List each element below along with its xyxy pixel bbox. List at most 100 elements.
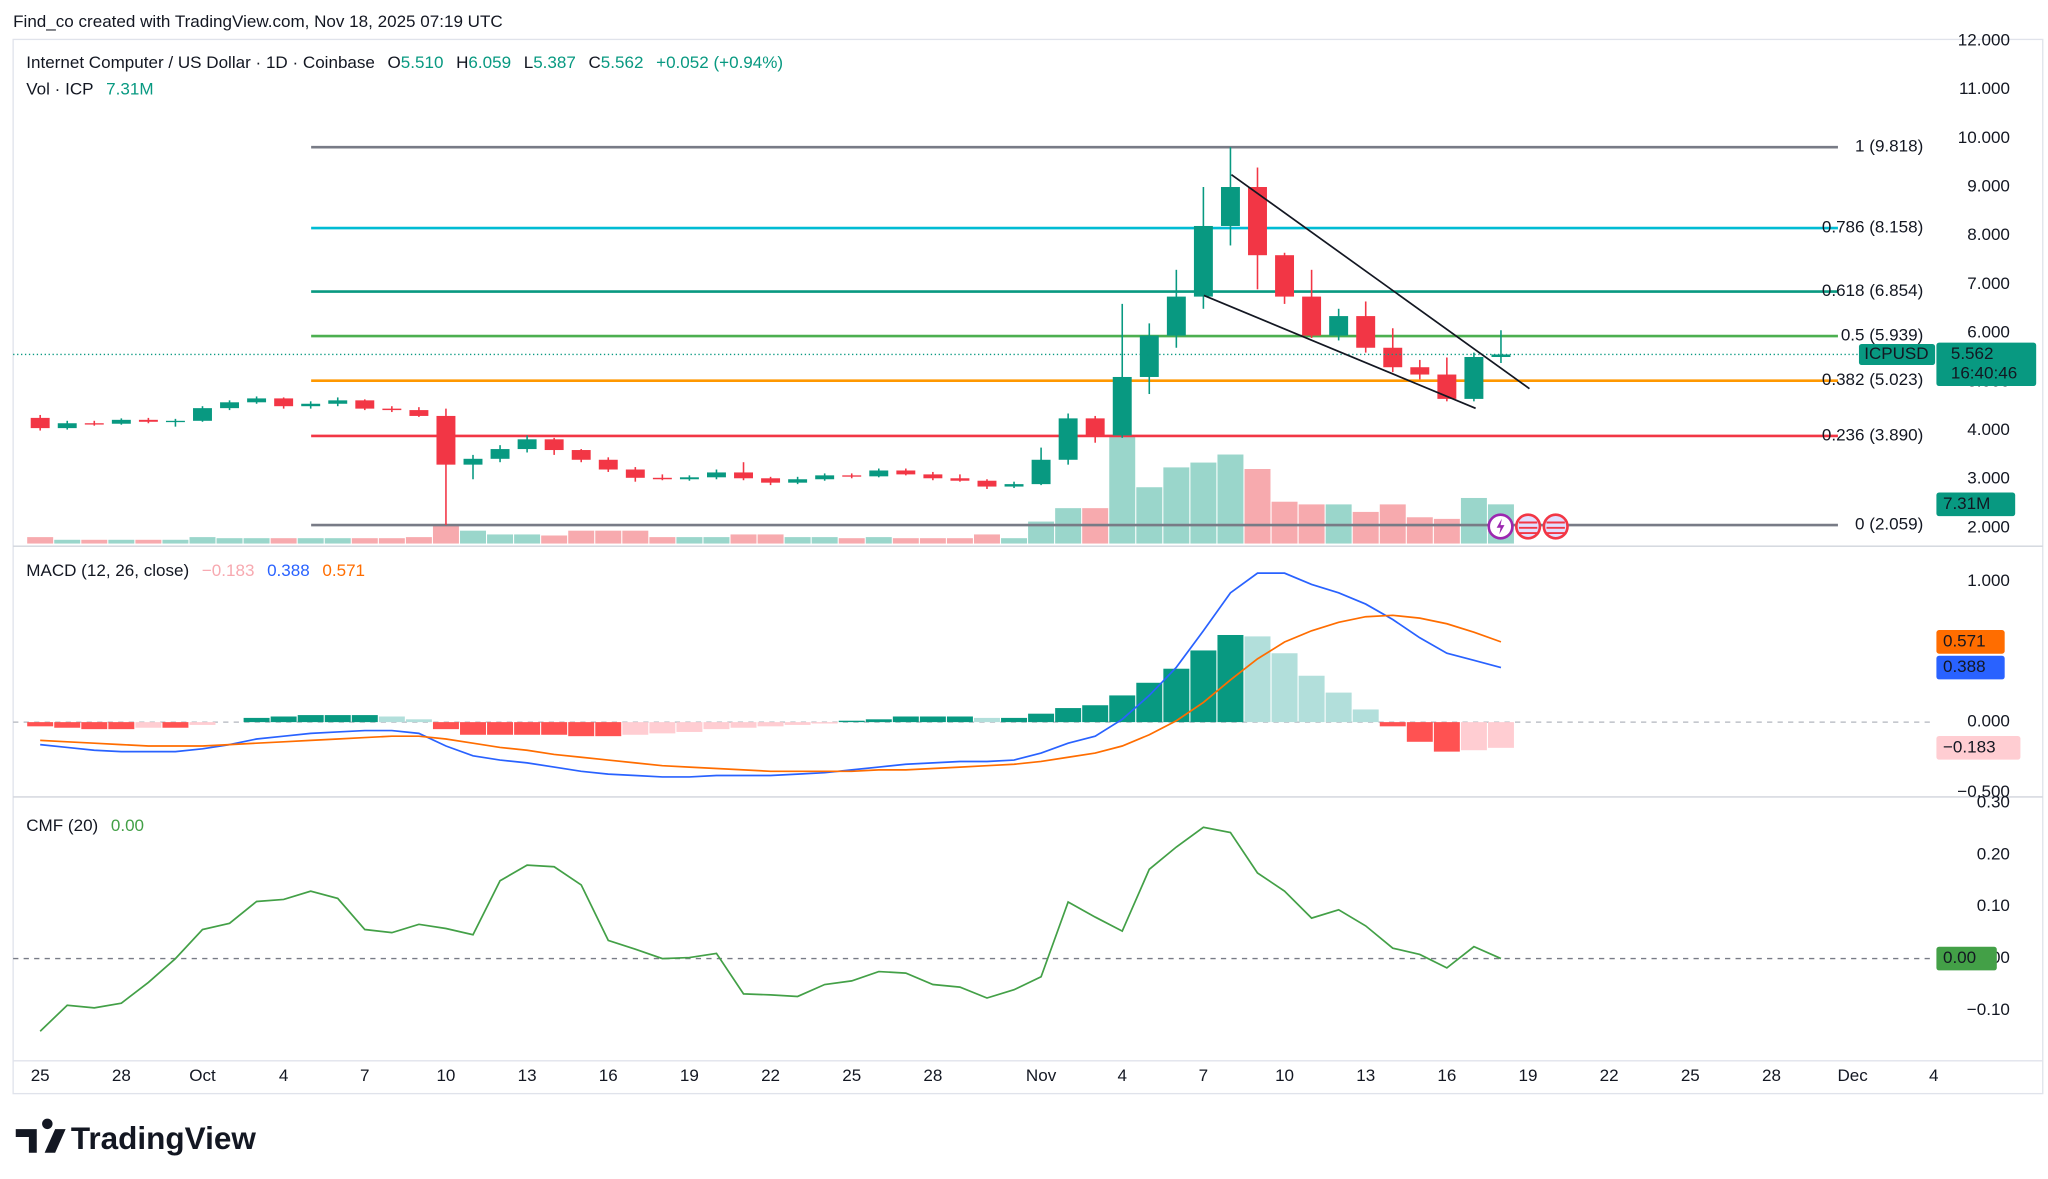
y-tick-label: 0.30 xyxy=(1977,792,2010,811)
macd-histogram-bar xyxy=(378,716,405,723)
macd-value: 0.388 xyxy=(267,561,310,580)
candle-body xyxy=(544,439,564,451)
candle-body xyxy=(1139,335,1159,377)
volume-bar xyxy=(162,539,189,544)
volume-bar xyxy=(676,537,703,544)
candle-body xyxy=(30,417,50,429)
y-tick-label: 10.000 xyxy=(1958,128,2010,147)
volume-bar xyxy=(568,530,595,544)
macd-histogram-bar xyxy=(460,722,486,735)
candle-body xyxy=(815,475,835,480)
candle-body xyxy=(679,477,699,480)
candle-body xyxy=(1248,187,1267,256)
macd-histogram-bar xyxy=(1271,653,1298,723)
candle-body xyxy=(1356,316,1376,348)
volume-bar xyxy=(757,534,784,544)
candle-body xyxy=(193,408,212,421)
x-tick-label: 25 xyxy=(842,1066,861,1085)
x-tick-label: 13 xyxy=(1356,1066,1375,1085)
macd-histogram-bar xyxy=(919,716,946,723)
macd-histogram-bar xyxy=(811,722,838,724)
volume-bar xyxy=(460,530,486,544)
volume-bar xyxy=(811,537,838,544)
candle-body xyxy=(652,477,672,480)
event-icon xyxy=(1514,513,1542,540)
y-tick-label: 12.000 xyxy=(1958,30,2010,49)
macd-tag-label: 0.388 xyxy=(1943,657,1986,676)
candle-body xyxy=(1383,347,1403,368)
macd-histogram-bar xyxy=(838,720,865,723)
trendline xyxy=(1230,173,1530,390)
macd-histogram-bar xyxy=(973,717,1000,723)
event-icon-flag xyxy=(1518,521,1538,535)
fib-label: 0.618 (6.854) xyxy=(1822,281,1923,300)
candle-body xyxy=(1491,354,1511,358)
candle-body xyxy=(1437,374,1457,399)
attribution: Find_co created with TradingView.com, No… xyxy=(13,12,503,31)
candle-body xyxy=(1275,255,1295,297)
ohlc-key: H xyxy=(456,53,468,72)
macd-histogram-bar xyxy=(1244,636,1271,723)
volume-bar xyxy=(595,530,622,544)
signal-value: 0.571 xyxy=(322,561,365,580)
macd-histogram-bar xyxy=(1190,650,1217,723)
macd-histogram-bar xyxy=(270,716,297,723)
x-tick-label: 22 xyxy=(761,1066,780,1085)
macd-histogram-bar xyxy=(784,722,811,725)
volume-bar xyxy=(649,537,676,544)
macd-histogram-bar xyxy=(1487,722,1514,748)
candle-body xyxy=(1166,296,1186,336)
volume-value: 7.31M xyxy=(106,79,153,98)
fib-label: 1 (9.818) xyxy=(1855,137,1923,156)
candle-body xyxy=(1220,187,1240,226)
x-tick-label: 13 xyxy=(518,1066,537,1085)
price-tag xyxy=(1936,342,2037,386)
candle-body xyxy=(1112,376,1132,436)
macd-histogram-bar xyxy=(1379,722,1406,727)
fib-label: 0.786 (8.158) xyxy=(1822,218,1923,237)
candle-body xyxy=(409,410,429,416)
candle-body xyxy=(1031,459,1051,485)
macd-histogram-bar xyxy=(1352,709,1379,723)
ohlc-value: 5.387 xyxy=(533,53,576,72)
x-tick-label: 28 xyxy=(923,1066,942,1085)
y-tick-label: −0.10 xyxy=(1967,1000,2010,1019)
macd-histogram-bar xyxy=(541,722,568,735)
candle-body xyxy=(1004,484,1024,487)
macd-histogram-bar xyxy=(892,716,919,723)
x-tick-label: 10 xyxy=(1275,1066,1294,1085)
volume-bar xyxy=(81,539,108,544)
candle-body xyxy=(950,478,970,481)
y-tick-label: 1.000 xyxy=(1967,571,2010,590)
y-tick-label: 2.000 xyxy=(1967,517,2010,536)
symbol: Internet Computer / US Dollar · 1D · Coi… xyxy=(26,53,375,72)
ohlc-key: O xyxy=(388,53,401,72)
macd-histogram-bar xyxy=(649,722,676,734)
macd-histogram-bar xyxy=(1433,722,1460,752)
macd-histogram-bar xyxy=(622,722,649,735)
volume-bar xyxy=(1136,487,1163,544)
volume-bar xyxy=(378,538,405,544)
candle-body xyxy=(355,400,375,409)
y-tick-label: 7.000 xyxy=(1967,274,2010,293)
volume-bar xyxy=(1163,467,1190,544)
macd-histogram-bar xyxy=(1406,722,1433,742)
macd-histogram-bar xyxy=(1298,675,1325,723)
candle-body xyxy=(1085,418,1105,436)
macd-header: MACD (12, 26, close) −0.183 0.388 0.571 xyxy=(26,561,365,580)
event-icon xyxy=(1542,513,1569,540)
candle-body xyxy=(1193,225,1213,297)
candle-body xyxy=(1410,367,1430,375)
volume-bar xyxy=(108,539,135,544)
volume-bar xyxy=(297,538,324,544)
volume-bar xyxy=(432,525,459,544)
candle-body xyxy=(111,419,131,424)
volume-bar xyxy=(1109,436,1136,544)
macd-histogram-bar xyxy=(1325,692,1352,723)
fib-label: 0.5 (5.939) xyxy=(1841,326,1923,345)
candle-body xyxy=(220,402,240,409)
candle-body xyxy=(138,419,158,422)
candle-body xyxy=(869,470,889,477)
macd-histogram-bar xyxy=(1001,717,1028,723)
